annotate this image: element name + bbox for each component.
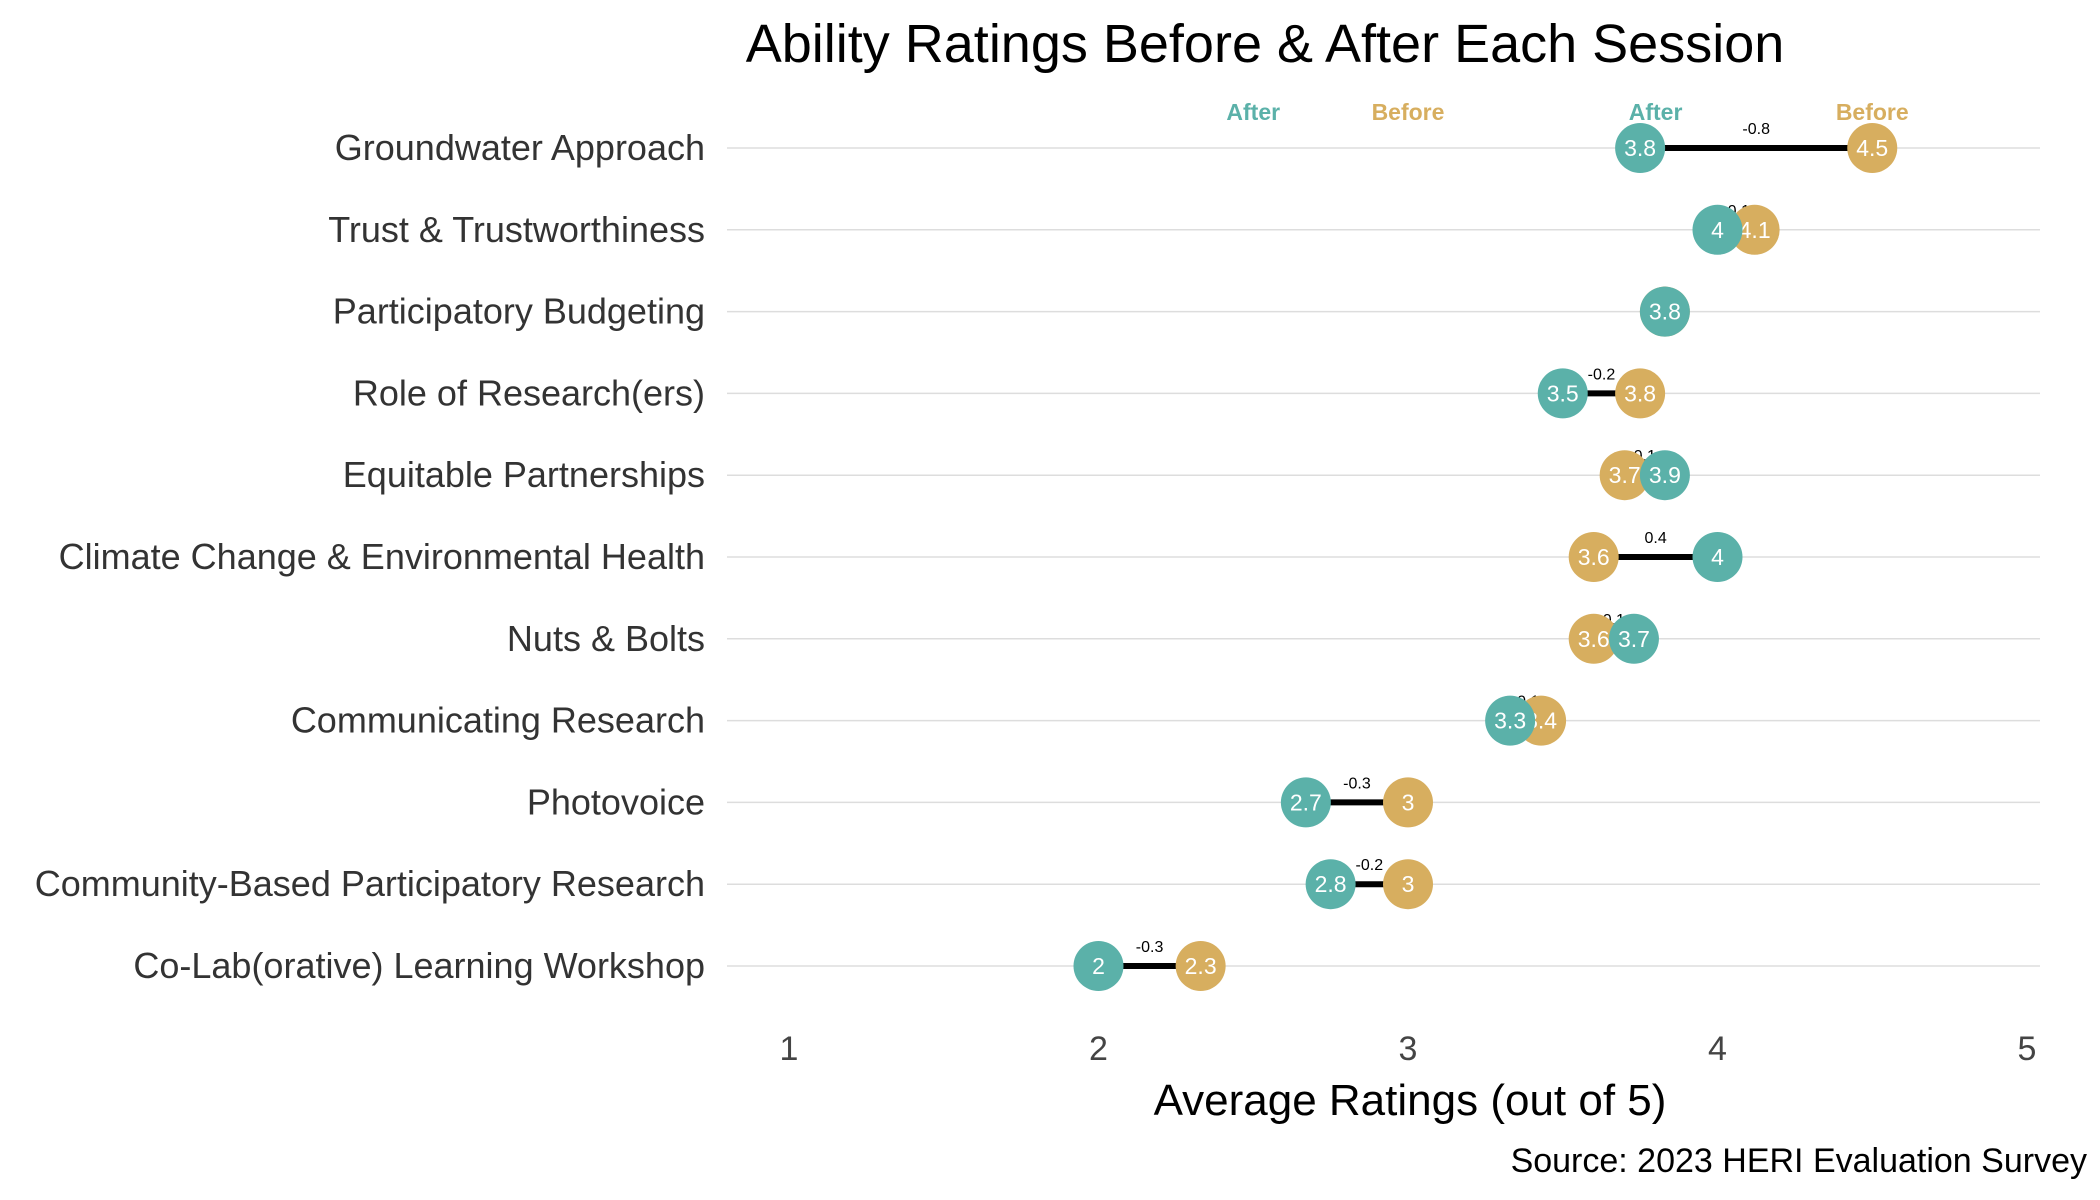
x-tick-label: 5 [2018, 1030, 2037, 1068]
before-point [1847, 123, 1898, 173]
category-label: Trust & Trustworthiness [328, 209, 705, 250]
category-label: Groundwater Approach [335, 127, 705, 168]
category-label: Communicating Research [291, 700, 705, 741]
category-label: Role of Research(ers) [353, 372, 705, 413]
before-value-label: 3.8 [1624, 380, 1656, 406]
after-value-label: 2.8 [1315, 871, 1347, 897]
before-value-label: 4.1 [1739, 217, 1771, 243]
category-labels: Groundwater Approach Trust & Trustworthin… [35, 127, 705, 986]
after-value-label: 4 [1711, 217, 1724, 243]
before-point [1568, 613, 1619, 664]
source-caption: Source: 2023 HERI Evaluation Survey [1511, 1142, 2087, 1180]
after-value-label: 3.7 [1618, 626, 1650, 652]
category-label: Co-Lab(orative) Learning Workshop [133, 945, 705, 986]
difference-label: -0.3 [1343, 775, 1371, 792]
after-point [1639, 450, 1690, 501]
after-point [1608, 613, 1659, 664]
difference-label: -0.2 [1356, 857, 1384, 874]
x-tick-label: 4 [1708, 1030, 1727, 1068]
grid-layer [727, 147, 2040, 967]
legend: After Before After Before [1226, 99, 1908, 125]
before-point [1729, 204, 1780, 255]
before-point [1599, 450, 1650, 501]
legend-after-label: After [1629, 99, 1683, 125]
before-value-label: 3.6 [1578, 626, 1610, 652]
before-value-label: 4.5 [1856, 135, 1888, 161]
before-point [1568, 532, 1619, 582]
before-value-label: 2.3 [1185, 953, 1217, 979]
after-point [1305, 859, 1356, 910]
before-value-label: 3.6 [1578, 544, 1610, 570]
points: 4.54.13.83.83.73.63.63.4332.33.843.83.53… [1073, 123, 1898, 991]
after-point [1615, 123, 1666, 173]
after-value-label: 3.5 [1547, 380, 1579, 406]
after-value-label: 2.7 [1290, 789, 1322, 815]
before-point [1175, 941, 1226, 991]
after-value-label: 4 [1711, 544, 1724, 570]
after-point [1485, 695, 1536, 746]
difference-label: -0.8 [1742, 121, 1770, 138]
difference-label: -0.2 [1588, 366, 1616, 383]
category-label: Nuts & Bolts [507, 618, 705, 659]
legend-after-label: After [1226, 99, 1280, 125]
x-axis-ticks: 1 2 3 4 5 [780, 1030, 2037, 1068]
x-tick-label: 3 [1399, 1030, 1418, 1068]
before-point [1383, 859, 1433, 910]
category-label: Photovoice [527, 781, 705, 822]
after-value-label: 2 [1092, 953, 1105, 979]
before-value-label: 3 [1402, 871, 1415, 897]
after-point [1280, 777, 1331, 828]
before-point [1383, 777, 1433, 828]
x-tick-label: 2 [1089, 1030, 1108, 1068]
before-point [1615, 368, 1666, 419]
after-point [1692, 204, 1743, 255]
x-axis-title: Average Ratings (out of 5) [1154, 1076, 1667, 1125]
difference-label: 0.4 [1644, 530, 1666, 547]
after-point [1537, 368, 1588, 419]
category-label: Climate Change & Environmental Health [59, 536, 705, 577]
category-label: Participatory Budgeting [333, 291, 705, 332]
legend-before-label: Before [1836, 99, 1909, 125]
before-value-label: 3 [1402, 789, 1415, 815]
x-tick-label: 1 [780, 1030, 799, 1068]
after-value-label: 3.3 [1494, 708, 1526, 734]
after-point [1692, 532, 1743, 582]
category-label: Community-Based Participatory Research [35, 863, 705, 904]
after-value-label: 3.8 [1649, 299, 1681, 325]
legend-before-label: Before [1372, 99, 1445, 125]
category-label: Equitable Partnerships [343, 454, 705, 495]
chart-title: Ability Ratings Before & After Each Sess… [746, 14, 1785, 74]
after-point [1073, 941, 1124, 991]
after-value-label: 3.9 [1649, 462, 1681, 488]
before-value-label: 3.7 [1609, 462, 1641, 488]
difference-label: -0.3 [1136, 939, 1164, 956]
after-point [1639, 286, 1690, 337]
after-value-label: 3.8 [1624, 135, 1656, 161]
